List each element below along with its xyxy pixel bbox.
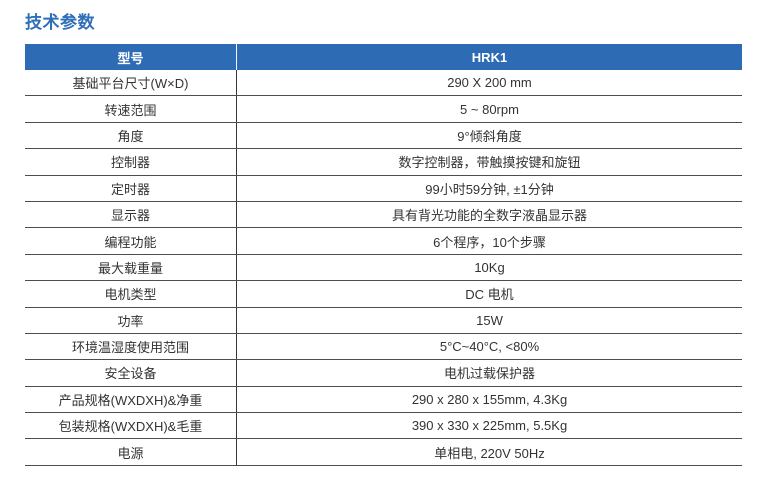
spec-value: 数字控制器，带触摸按键和旋钮: [398, 155, 581, 171]
table-row: 编程功能 6个程序，10个步骤: [25, 228, 742, 255]
spec-label: 基础平台尺寸(W×D): [25, 70, 237, 96]
spec-label: 环境温湿度使用范围: [25, 333, 237, 360]
spec-label: 角度: [25, 122, 237, 149]
spec-label: 定时器: [25, 175, 237, 201]
spec-value: 6个程序，10个步骤: [433, 234, 546, 250]
spec-value: 单相电, 220V 50Hz: [434, 445, 545, 461]
spec-value: 5 ~ 80rpm: [460, 101, 519, 117]
table-row: 角度 9°倾斜角度: [25, 122, 742, 150]
spec-label: 安全设备: [25, 360, 237, 386]
spec-value: 290 x 280 x 155mm, 4.3Kg: [411, 391, 568, 407]
spec-value: 具有背光功能的全数字液晶显示器: [391, 208, 587, 224]
table-header-model-label: 型号: [25, 44, 237, 70]
spec-label: 产品规格(WXDXH)&净重: [25, 386, 237, 413]
spec-value: 290 X 200 mm: [447, 75, 532, 91]
spec-value: DC 电机: [465, 287, 514, 303]
spec-label: 编程功能: [25, 228, 237, 254]
spec-value: 电机过载保护器: [443, 366, 535, 382]
spec-label: 显示器: [25, 201, 237, 228]
table-body: 基础平台尺寸(W×D) 290 X 200 mm 转速范围 5 ~ 80rpm …: [25, 70, 742, 466]
table-row: 环境温湿度使用范围 5°C~40°C, <80%: [25, 333, 742, 361]
table-row: 电机类型 DC 电机: [25, 281, 742, 308]
table-row: 功率 15W: [25, 307, 742, 334]
table-row: 包装规格(WXDXH)&毛重 390 x 330 x 225mm, 5.5Kg: [25, 413, 742, 440]
spec-table: 型号 HRK1 基础平台尺寸(W×D) 290 X 200 mm 转速范围 5 …: [25, 44, 742, 466]
spec-label: 控制器: [25, 149, 237, 175]
table-row: 显示器 具有背光功能的全数字液晶显示器: [25, 201, 742, 229]
page-title: 技术参数: [25, 13, 95, 32]
table-row: 最大载重量 10Kg: [25, 254, 742, 282]
table-row: 产品规格(WXDXH)&净重 290 x 280 x 155mm, 4.3Kg: [25, 386, 742, 414]
spec-label: 转速范围: [25, 96, 237, 122]
table-row: 安全设备 电机过载保护器: [25, 360, 742, 387]
table-row: 电源 单相电, 220V 50Hz: [25, 439, 742, 466]
spec-value: 390 x 330 x 225mm, 5.5Kg: [411, 418, 568, 434]
table-header-row: 型号 HRK1: [25, 44, 742, 70]
spec-value: 5°C~40°C, <80%: [439, 339, 540, 355]
table-row: 定时器 99小时59分钟, ±1分钟: [25, 175, 742, 202]
spec-label: 最大载重量: [25, 254, 237, 281]
table-row: 基础平台尺寸(W×D) 290 X 200 mm: [25, 70, 742, 97]
table-row: 转速范围 5 ~ 80rpm: [25, 96, 742, 123]
spec-value: 15W: [476, 312, 503, 328]
table-header-model-value: HRK1: [471, 49, 508, 65]
spec-label: 包装规格(WXDXH)&毛重: [25, 413, 237, 439]
spec-label: 电机类型: [25, 281, 237, 307]
spec-label: 功率: [25, 307, 237, 333]
spec-value: 10Kg: [474, 259, 505, 275]
spec-label: 电源: [25, 439, 237, 465]
spec-value: 9°倾斜角度: [457, 128, 522, 144]
spec-value: 99小时59分钟, ±1分钟: [425, 181, 554, 197]
table-row: 控制器 数字控制器，带触摸按键和旋钮: [25, 149, 742, 176]
